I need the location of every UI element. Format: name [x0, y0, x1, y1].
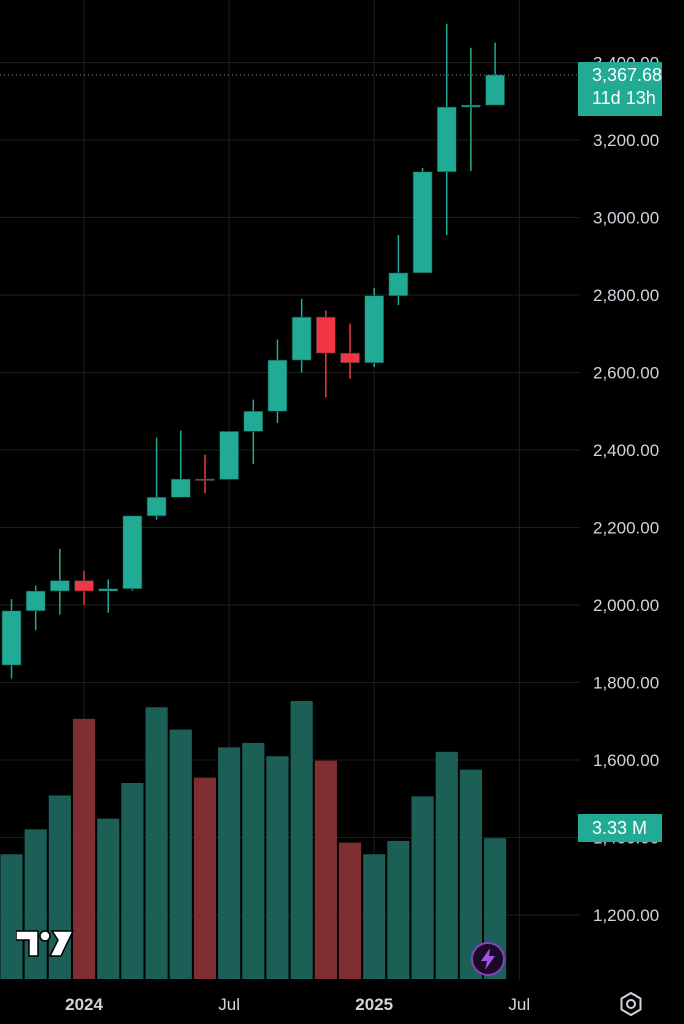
candle	[25, 585, 46, 631]
tradingview-logo[interactable]	[16, 928, 74, 958]
candle-body	[267, 359, 288, 412]
y-tick-label: 3,200.00	[593, 131, 659, 150]
candle	[340, 323, 360, 379]
volume-bar	[97, 818, 120, 979]
candle	[98, 579, 119, 613]
candle-body	[340, 352, 360, 364]
volume-bar	[290, 701, 313, 979]
y-tick-label: 2,200.00	[593, 519, 659, 538]
candle	[461, 47, 481, 171]
volume-bars	[0, 701, 507, 979]
candle	[388, 234, 409, 306]
flash-icon[interactable]	[470, 941, 506, 977]
volume-bar	[0, 854, 23, 979]
candle-body	[364, 295, 385, 364]
candle	[436, 23, 457, 235]
candle-body	[50, 580, 70, 592]
volume-bar	[242, 742, 265, 979]
x-tick-label: 2024	[65, 995, 103, 1014]
volume-badge: 3.33 M	[578, 814, 662, 842]
candle	[170, 430, 191, 498]
volume-bar	[314, 760, 337, 979]
candle	[146, 437, 167, 520]
volume-bar	[218, 747, 241, 979]
gear-icon[interactable]	[618, 991, 644, 1017]
x-tick-label: 2025	[355, 995, 393, 1014]
y-tick-label: 1,600.00	[593, 751, 659, 770]
candle	[412, 167, 433, 274]
candle	[50, 548, 70, 615]
candle-body	[485, 74, 505, 106]
candle	[195, 454, 215, 494]
volume-bar	[169, 729, 192, 979]
x-tick-label: Jul	[508, 995, 530, 1014]
candle-body	[1, 610, 22, 666]
volume-bar	[121, 783, 144, 979]
candle-body	[170, 478, 191, 498]
volume-bar	[435, 751, 458, 979]
volume-bar	[387, 840, 410, 979]
candle-body	[219, 431, 239, 480]
y-tick-label: 1,800.00	[593, 674, 659, 693]
volume-bar	[363, 854, 386, 979]
volume-bar	[145, 707, 168, 979]
candle-body	[316, 316, 336, 354]
last-price-value: 3,367.68	[592, 65, 663, 85]
candle-body	[74, 580, 94, 592]
candle-body	[25, 590, 46, 612]
price-axis[interactable]: 3,400.003,200.003,000.002,800.002,600.00…	[593, 54, 659, 926]
candle-body	[195, 478, 215, 481]
candle-body	[243, 410, 264, 432]
volume-bar	[411, 796, 434, 979]
volume-bar	[266, 756, 289, 979]
candle	[243, 399, 264, 464]
volume-bar	[72, 718, 96, 979]
candle-body	[146, 496, 167, 517]
candle	[485, 42, 505, 106]
candle-body	[98, 588, 119, 592]
x-tick-label: Jul	[218, 995, 240, 1014]
volume-bar	[193, 777, 217, 979]
candle	[316, 310, 336, 398]
y-tick-label: 2,800.00	[593, 286, 659, 305]
candle-body	[412, 171, 433, 274]
candlesticks	[1, 23, 505, 679]
candle-body	[122, 515, 143, 590]
y-tick-label: 2,600.00	[593, 364, 659, 383]
volume-value: 3.33 M	[592, 818, 648, 838]
volume-bar	[459, 769, 483, 979]
y-tick-label: 2,000.00	[593, 596, 659, 615]
candle	[267, 339, 288, 423]
candle	[1, 599, 22, 679]
y-tick-label: 3,000.00	[593, 209, 659, 228]
candle-body	[461, 104, 481, 108]
candle	[74, 570, 94, 605]
y-tick-label: 1,200.00	[593, 906, 659, 925]
candle	[122, 515, 143, 591]
y-tick-label: 2,400.00	[593, 441, 659, 460]
candle	[219, 431, 239, 481]
time-axis[interactable]: 2024 Jul 2025 Jul	[65, 995, 530, 1014]
candle-countdown: 11d 13h	[592, 88, 656, 108]
candle-body	[291, 316, 312, 361]
volume-bar	[338, 842, 362, 979]
last-price-badge: 3,367.68 11d 13h	[578, 62, 662, 116]
candle-body	[388, 272, 409, 297]
candle-body	[436, 106, 457, 173]
candle	[291, 298, 312, 373]
candle	[364, 288, 385, 368]
